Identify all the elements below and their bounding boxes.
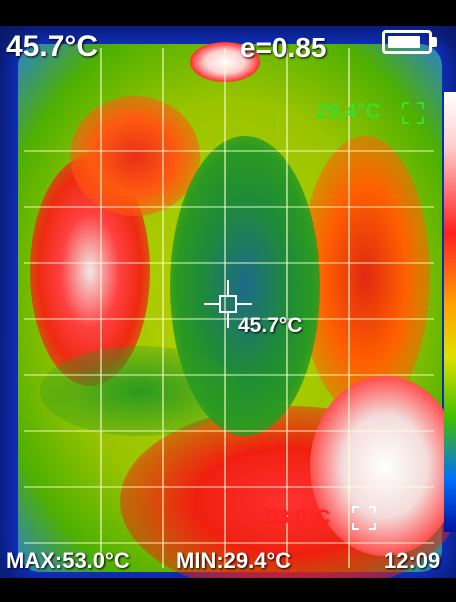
panel-grid-line [100,48,102,568]
crosshair-icon [204,280,252,328]
max-temperature-readout: MAX:53.0°C [6,548,130,573]
min-spot-box-icon [402,102,424,124]
hot-region-right [300,136,430,416]
panel-grid-line [24,486,434,488]
box-corner [417,117,424,124]
panel-grid-line [24,542,434,544]
box-corner [352,506,359,513]
battery-level-fill [388,36,420,48]
min-temperature-readout: MIN:29.4°C [176,548,292,573]
emissivity-readout: e=0.85 [240,32,327,63]
panel-grid-line [24,430,434,432]
hot-region-top-left [70,96,200,216]
panel-grid-line [24,374,434,376]
min-spot-label: 29.4°C [316,100,381,123]
crosshair-line [204,303,220,305]
panel-grid-line [24,262,434,264]
box-corner [402,102,409,109]
battery-tip [432,37,437,47]
crosshair-line [236,303,252,305]
box-corner [417,102,424,109]
thermal-image [0,26,456,578]
box-corner [369,506,376,513]
cool-region-mid-left [40,346,240,436]
box-corner [369,523,376,530]
panel-grid-line [24,206,434,208]
panel-grid-line [286,48,288,568]
panel-grid-line [162,48,164,568]
crosshair-box [219,295,237,313]
max-spot-box-icon [352,506,376,530]
temperature-color-scale [444,92,456,532]
hottest-region-bottom-right [310,376,456,556]
center-spot-label: 45.7°C [238,314,303,337]
crosshair-line [227,312,229,328]
box-corner [352,523,359,530]
center-temperature-readout: 45.7°C [6,30,99,63]
battery-icon [382,30,432,54]
panel-grid-line [348,48,350,568]
panel-grid-line [224,48,226,568]
crosshair-line [227,280,229,296]
panel-grid-line [24,318,434,320]
panel-grid-line [24,150,434,152]
max-spot-label: 53.0°C [266,506,331,529]
box-corner [402,117,409,124]
clock-readout: 12:09 [384,548,441,573]
